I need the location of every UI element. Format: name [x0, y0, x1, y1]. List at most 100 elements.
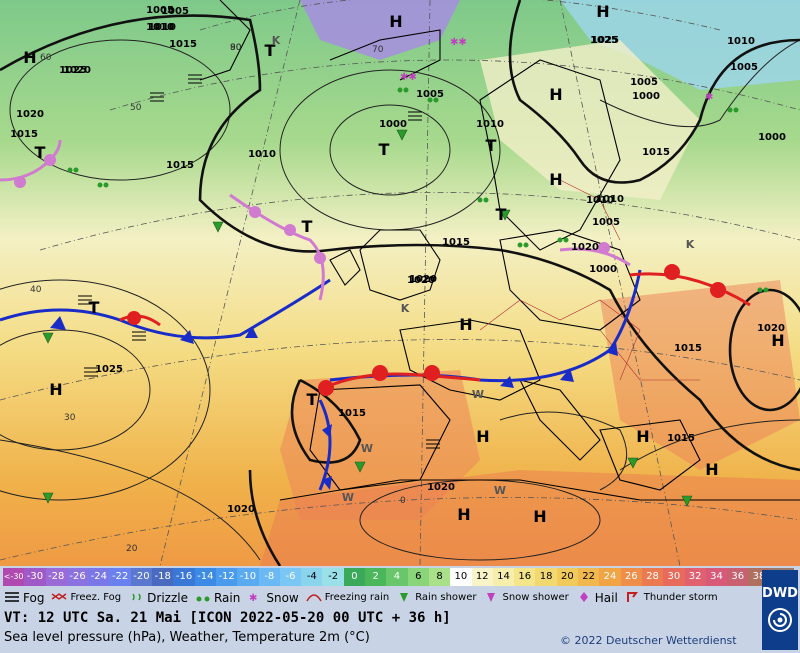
cold-front-triangle [605, 342, 618, 356]
scale-cell: -24 [88, 568, 110, 586]
cold-front-triangle [180, 330, 194, 344]
isobar-label: 1010 [727, 36, 755, 47]
coast-north-africa [279, 479, 800, 501]
scale-cell: -28 [45, 568, 67, 586]
isobar-label: 1020 [409, 274, 437, 285]
fog-icon [3, 591, 21, 606]
borders-baltic [559, 179, 621, 241]
rain-dot [97, 182, 103, 188]
isobar-label: 1005 [592, 217, 620, 228]
grid-label: 70 [372, 45, 384, 55]
isobar-label: 1015 [169, 39, 197, 50]
isobar-label: 1020 [227, 504, 255, 515]
scale-cell: <-30 [3, 568, 25, 586]
scale-cell: -22 [109, 568, 131, 586]
isobar-1020-morocco [248, 469, 282, 566]
scale-cell: 34 [705, 568, 728, 586]
scale-cell: -26 [66, 568, 89, 586]
high-pressure-center: H [533, 507, 546, 526]
legend-rain-shower: Rain shower [395, 588, 476, 608]
isobar-label: 1005 [146, 5, 174, 16]
scale-cell: -12 [215, 568, 238, 586]
temperature-color-scale: <-30 -30 -28 -26 -24 -22 -20 -18 -16 -14 -12 -10 -8-… [3, 568, 794, 599]
rain-shower-triangle [42, 332, 54, 344]
legend-label: Freezing rain [324, 592, 390, 603]
isobar-label: 1025 [59, 65, 87, 76]
scale-cell: 16 [514, 568, 536, 586]
grid-label: 20 [126, 544, 138, 554]
grid-lat-60 [109, 59, 800, 111]
air-mass-label: K [401, 302, 410, 315]
cold-front-triangle [50, 316, 66, 330]
scale-cell: -20 [130, 568, 153, 586]
dwd-logo-icon [768, 608, 792, 632]
rain-shower-triangle [396, 129, 408, 141]
high-pressure-center: H [389, 12, 402, 31]
coast-greece [599, 419, 701, 491]
isobar-1015-iberia-low [290, 378, 362, 464]
isobar-label: 1020 [16, 109, 44, 120]
grid-label: 0 [400, 496, 406, 506]
isobar-label: 1015 [338, 408, 366, 419]
grid-label: 40 [30, 285, 42, 295]
freezing-rain-icon [305, 591, 323, 606]
weather-symbol-legend: Fog Freez. Fog Drizzle Rain ✱ Snow Freezing ra… [3, 588, 793, 608]
legend-label: Snow [266, 591, 299, 605]
air-mass-label: W [361, 442, 373, 455]
legend-panel: <-30 -30 -28 -26 -24 -22 -20 -18 -16 -14 -12 -10 -8-… [0, 566, 800, 653]
snow-star: ✱✱ [400, 72, 417, 83]
isobar-1020-atlantic [0, 279, 211, 501]
occlusion-symbol [284, 224, 296, 236]
high-pressure-center: H [705, 460, 718, 479]
grid-lat-80 [199, 0, 721, 31]
rain-dot [397, 87, 403, 93]
scale-cell: 36 [727, 568, 749, 586]
scale-cell: 26 [620, 568, 642, 586]
scale-cell: 2 [365, 568, 387, 586]
occlusion-symbol [314, 252, 326, 264]
legend-freezing-rain: Freezing rain [305, 588, 389, 608]
isobar-label: 1010 [476, 119, 504, 130]
rain-dot [483, 197, 489, 203]
isobar-label: 1005 [416, 89, 444, 100]
copyright: © 2022 Deutscher Wetterdienst [560, 634, 737, 647]
scale-cell: 22 [578, 568, 600, 586]
major-isobars [0, 0, 800, 566]
low-pressure-center: T [265, 41, 276, 60]
legend-label: Fog [23, 591, 45, 605]
geo-grid [0, 0, 800, 566]
grid-label: 30 [64, 413, 76, 423]
warm-front-semicircle [424, 365, 440, 381]
rain-dot [523, 242, 529, 248]
scale-cell: 30 [663, 568, 685, 586]
grid-label: 60 [40, 53, 52, 63]
scale-cell: 18 [535, 568, 557, 586]
isobar-label: 1020 [571, 242, 599, 253]
cold-front-triangle [560, 368, 574, 382]
svg-text:✱: ✱ [249, 593, 257, 603]
snow-shower-icon [482, 591, 500, 606]
high-pressure-center: H [636, 427, 649, 446]
scale-cell: 6 [407, 568, 429, 586]
scale-cell: -16 [173, 568, 195, 586]
low-pressure-center: T [307, 390, 318, 409]
isobar-label: 1010 [596, 194, 624, 205]
warm-front-east [629, 272, 751, 307]
mild-area-scandinavia [480, 40, 700, 200]
isobar-label: 1015 [667, 433, 695, 444]
grid-lon-0 [419, 0, 431, 566]
isobar-1015-main [0, 14, 800, 472]
rain-shower-triangle [681, 495, 693, 507]
high-pressure-center: H [476, 427, 489, 446]
occlusion-baltic [559, 247, 631, 267]
isobar-label: 1010 [248, 149, 276, 160]
cold-front-triangle [322, 424, 332, 438]
scale-cell: 28 [641, 568, 664, 586]
high-pressure-center: H [457, 505, 470, 524]
occlusion-symbol [44, 154, 56, 166]
legend-label: Freez. Fog [70, 592, 122, 603]
isobar-1020-east-high [728, 288, 800, 412]
cold-area-north-east [560, 0, 800, 90]
isobar-label: 1000 [379, 119, 407, 130]
map-description: Sea level pressure (hPa), Weather, Tempe… [4, 630, 370, 645]
